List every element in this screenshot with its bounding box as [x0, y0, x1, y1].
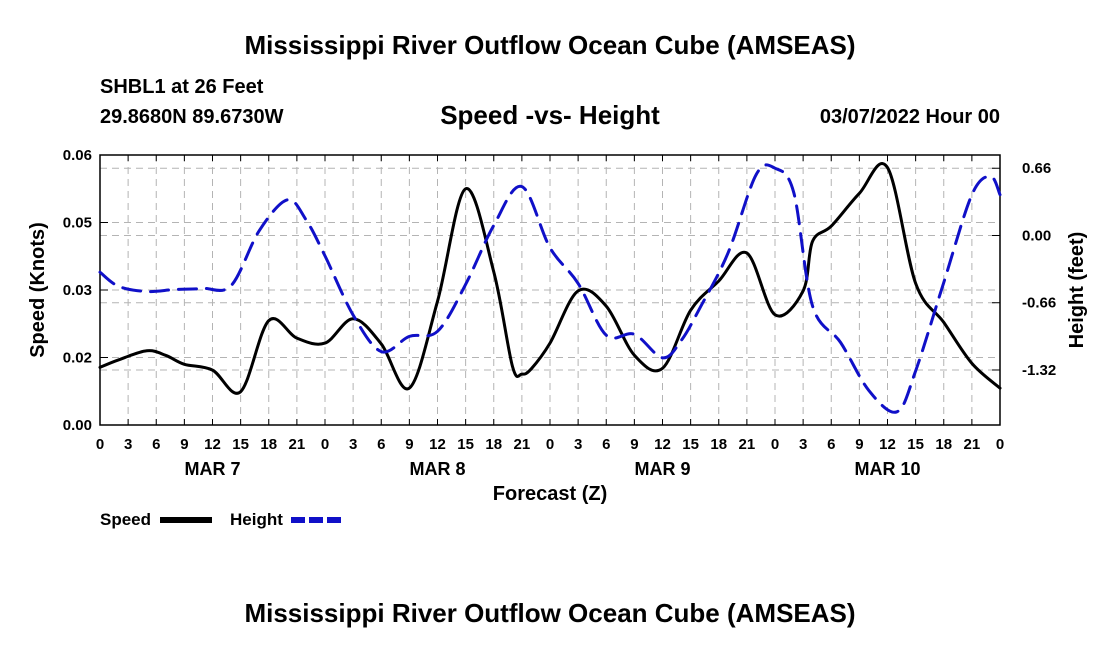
day-label: MAR 8 [409, 459, 465, 479]
day-label: MAR 10 [854, 459, 920, 479]
day-label: MAR 9 [634, 459, 690, 479]
next-chart-title: Mississippi River Outflow Ocean Cube (AM… [244, 598, 856, 628]
y-tick-label: 0.05 [63, 215, 92, 232]
x-tick-label: 12 [879, 436, 896, 453]
chart-subtitle: Speed -vs- Height [440, 100, 660, 130]
x-tick-label: 15 [232, 436, 249, 453]
x-tick-label: 3 [124, 436, 132, 453]
y-tick-label: 0.00 [63, 417, 92, 434]
series-line-height [98, 163, 1002, 414]
x-tick-label: 3 [349, 436, 357, 453]
x-tick-label: 0 [546, 436, 554, 453]
x-tick-label: 12 [654, 436, 671, 453]
y-axis-title: Speed (Knots) [27, 222, 49, 358]
station-label: SHBL1 at 26 Feet [100, 76, 264, 98]
chart-title: Mississippi River Outflow Ocean Cube (AM… [244, 30, 856, 60]
x-tick-label: 21 [289, 436, 306, 453]
y2-tick-label: 0.66 [1022, 160, 1051, 177]
y-tick-label: 0.02 [63, 350, 92, 367]
x-tick-label: 21 [739, 436, 756, 453]
y2-tick-label: -0.66 [1022, 295, 1056, 312]
x-tick-label: 0 [321, 436, 329, 453]
x-tick-label: 15 [457, 436, 474, 453]
series-line-speed [98, 162, 1002, 395]
x-tick-label: 18 [485, 436, 502, 453]
x-tick-label: 21 [964, 436, 981, 453]
x-tick-label: 21 [514, 436, 531, 453]
x-tick-label: 15 [907, 436, 924, 453]
x-tick-label: 6 [602, 436, 610, 453]
x-axis-title: Forecast (Z) [493, 483, 607, 505]
x-tick-label: 18 [710, 436, 727, 453]
x-tick-label: 18 [935, 436, 952, 453]
legend-label-speed: Speed [100, 510, 151, 529]
plot-frame [99, 154, 1001, 426]
y2-axis-title: Height (feet) [1066, 232, 1088, 349]
y-tick-label: 0.03 [63, 282, 92, 299]
x-tick-label: 3 [574, 436, 582, 453]
x-tick-label: 12 [429, 436, 446, 453]
x-tick-label: 6 [377, 436, 385, 453]
x-tick-label: 9 [405, 436, 413, 453]
x-tick-label: 6 [827, 436, 835, 453]
x-tick-label: 3 [799, 436, 807, 453]
x-tick-label: 0 [96, 436, 104, 453]
x-tick-label: 12 [204, 436, 221, 453]
x-tick-label: 0 [996, 436, 1004, 453]
x-tick-label: 0 [771, 436, 779, 453]
x-tick-label: 9 [180, 436, 188, 453]
day-label: MAR 7 [184, 459, 240, 479]
x-tick-label: 9 [630, 436, 638, 453]
y2-tick-label: -1.32 [1022, 362, 1056, 379]
x-tick-label: 15 [682, 436, 699, 453]
station-coordinates: 29.8680N 89.6730W [100, 106, 284, 128]
forecast-datetime: 03/07/2022 Hour 00 [819, 106, 1000, 128]
y-tick-label: 0.06 [63, 147, 92, 164]
x-tick-label: 18 [260, 436, 277, 453]
y2-tick-label: 0.00 [1022, 227, 1051, 244]
x-tick-label: 6 [152, 436, 160, 453]
x-tick-label: 9 [855, 436, 863, 453]
legend-label-height: Height [230, 510, 283, 529]
